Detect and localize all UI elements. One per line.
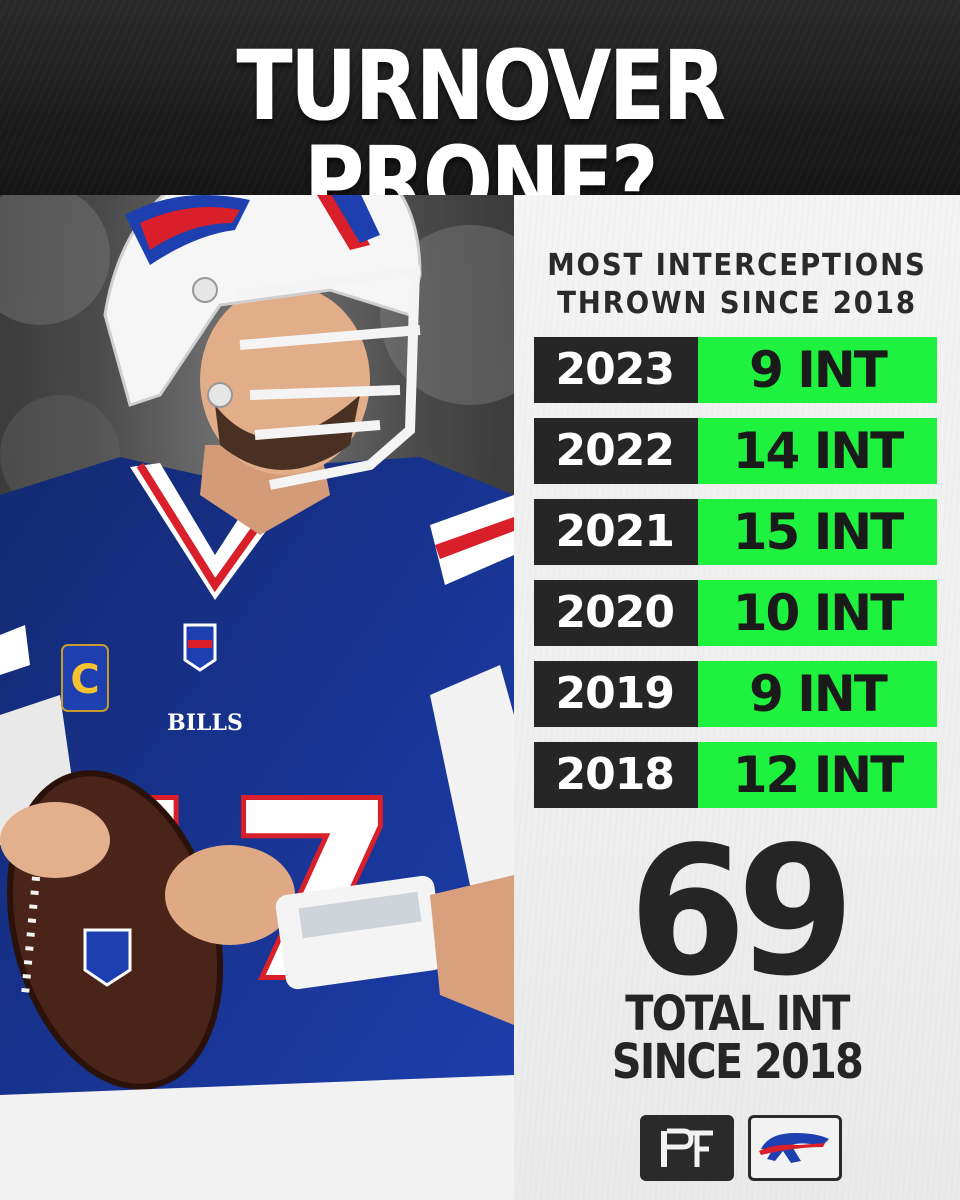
row-year: 2023 — [534, 337, 698, 403]
stats-subtitle: MOST INTERCEPTIONS THROWN SINCE 2018 — [532, 247, 942, 323]
row-int-value: 12 INT — [698, 742, 937, 808]
table-row: 2019 9 INT — [534, 661, 937, 727]
header-banner: TURNOVER PRONE? — [0, 0, 960, 230]
row-year: 2019 — [534, 661, 698, 727]
logo-strip — [640, 1115, 842, 1181]
table-row: 2022 14 INT — [534, 418, 937, 484]
total-int-label: TOTAL INT SINCE 2018 — [545, 990, 929, 1086]
table-row: 2020 10 INT — [534, 580, 937, 646]
page-title: TURNOVER PRONE? — [236, 30, 726, 238]
row-int-value: 10 INT — [698, 580, 937, 646]
pfn-logo-icon — [661, 1128, 713, 1167]
captain-patch: C — [70, 657, 99, 703]
table-row: 2021 15 INT — [534, 499, 937, 565]
pfn-logo — [640, 1115, 734, 1181]
total-label-line: TOTAL INT — [625, 986, 850, 1042]
row-int-value: 9 INT — [698, 337, 937, 403]
subtitle-line: MOST INTERCEPTIONS — [547, 248, 927, 283]
bills-logo — [748, 1115, 842, 1181]
row-int-value: 9 INT — [698, 661, 937, 727]
table-row: 2023 9 INT — [534, 337, 937, 403]
interception-table: 2023 9 INT 2022 14 INT 2021 15 INT 2020 … — [534, 337, 937, 823]
row-int-value: 14 INT — [698, 418, 937, 484]
row-int-value: 15 INT — [698, 499, 937, 565]
subtitle-line: THROWN SINCE 2018 — [557, 286, 917, 321]
bills-logo-icon — [759, 1133, 829, 1163]
jersey-team-name: BILLS — [167, 710, 243, 736]
row-year: 2020 — [534, 580, 698, 646]
quarterback-illustration: C BILLS 17 — [0, 195, 514, 1200]
total-int-number: 69 — [628, 808, 855, 1015]
row-year: 2021 — [534, 499, 698, 565]
row-year: 2018 — [534, 742, 698, 808]
player-photo: C BILLS 17 — [0, 195, 514, 1200]
table-row: 2018 12 INT — [534, 742, 937, 808]
total-label-line: SINCE 2018 — [611, 1034, 864, 1090]
row-year: 2022 — [534, 418, 698, 484]
stats-panel: MOST INTERCEPTIONS THROWN SINCE 2018 202… — [514, 195, 960, 1200]
